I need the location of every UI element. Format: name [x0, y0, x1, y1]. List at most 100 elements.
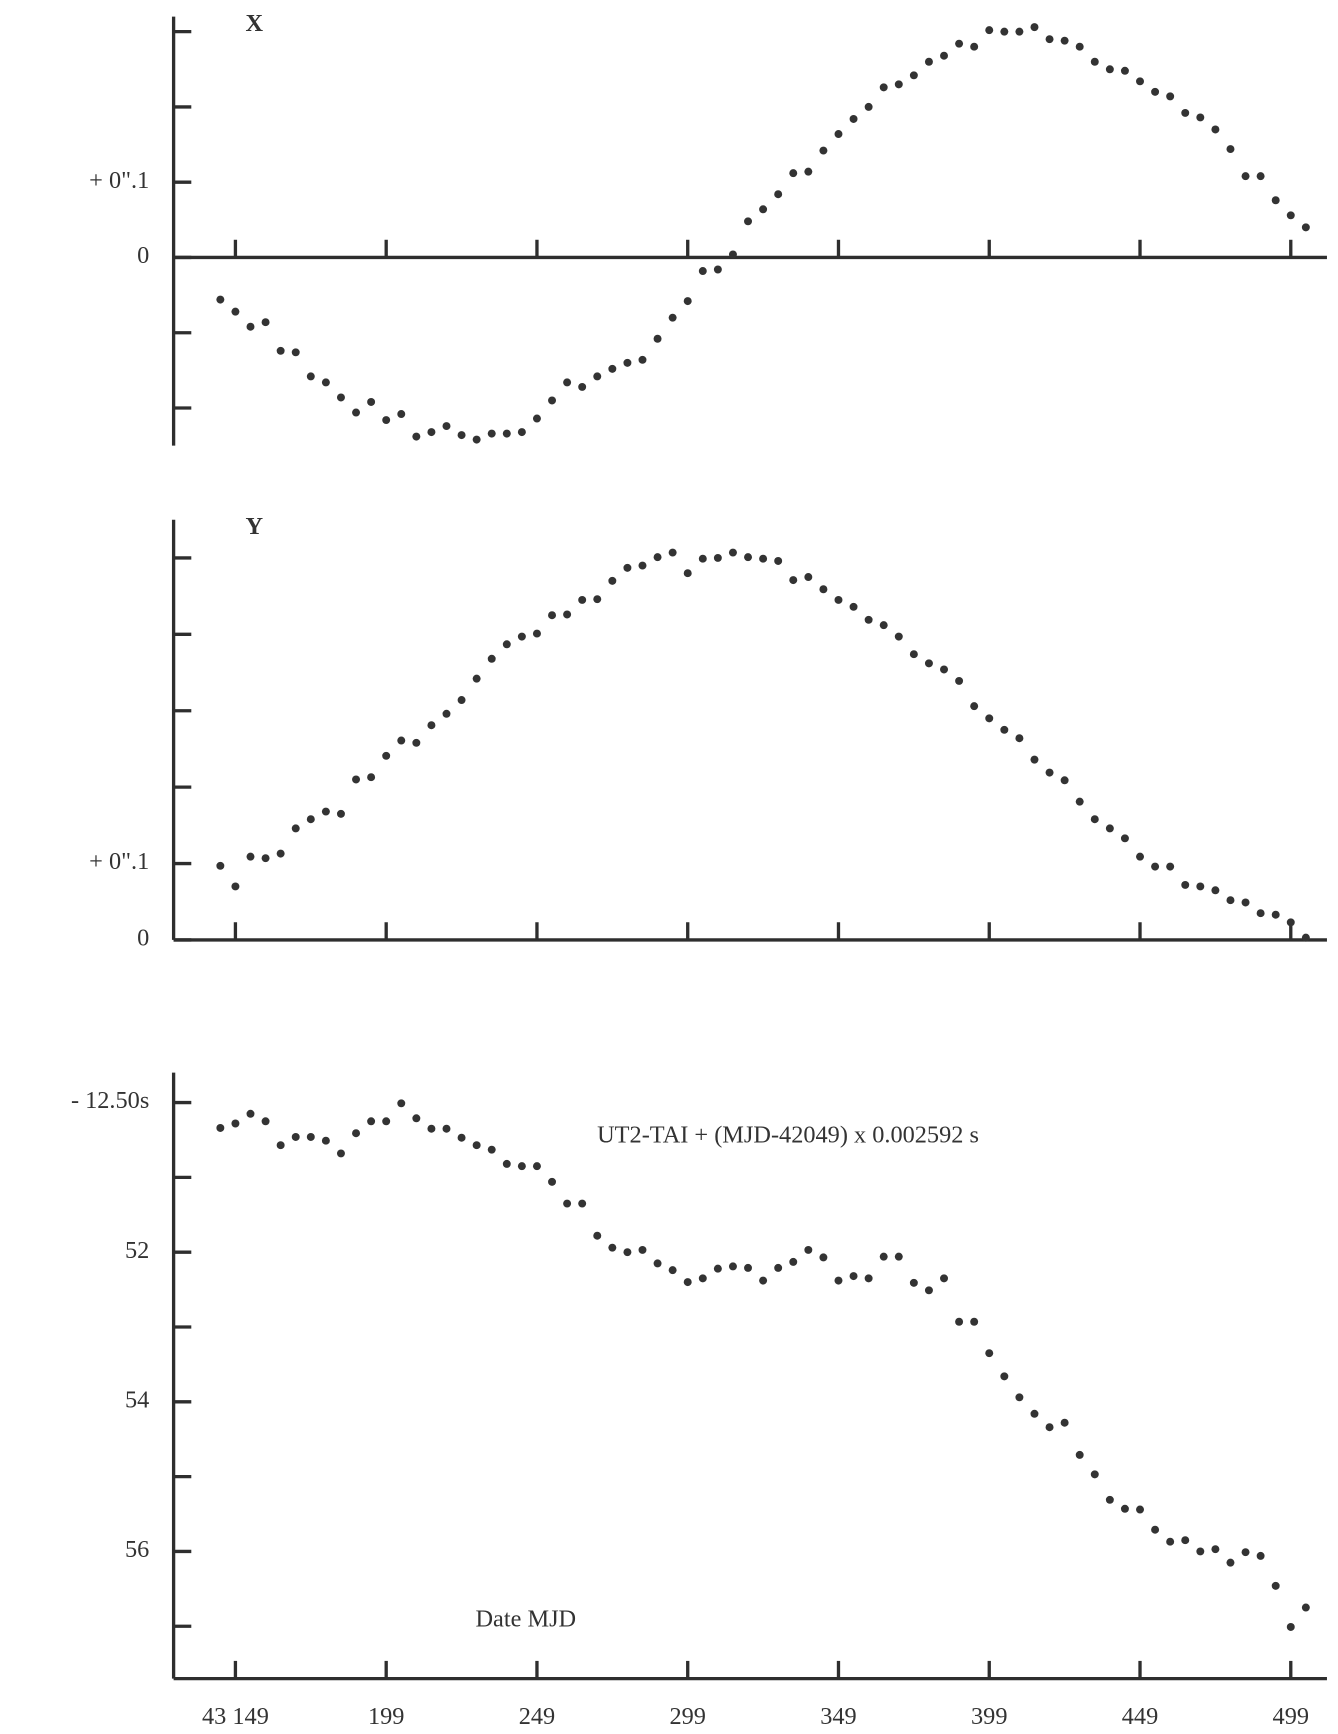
- data-point: [502, 640, 511, 649]
- data-point: [367, 773, 376, 782]
- data-point: [728, 548, 737, 557]
- data-point: [1060, 1418, 1069, 1427]
- data-point: [1000, 1372, 1009, 1381]
- y-tick-label: 52: [125, 1237, 149, 1264]
- data-point: [593, 595, 602, 604]
- data-point: [834, 595, 843, 604]
- data-point: [397, 410, 406, 419]
- chart-area: 0 + 0".1 X 0 + 0".1 Y - 12.50s 52 54 56 43 149 199 2…: [71, 10, 1327, 1730]
- data-point: [698, 267, 707, 275]
- x-tick-label: 199: [368, 1703, 404, 1730]
- data-point: [1015, 734, 1024, 743]
- data-point: [608, 1243, 617, 1252]
- data-point: [713, 553, 722, 562]
- data-point: [397, 1099, 406, 1108]
- data-point: [985, 1349, 994, 1358]
- data-point: [457, 431, 466, 440]
- data-point: [548, 1177, 557, 1186]
- data-point: [276, 346, 285, 355]
- data-point: [940, 1274, 948, 1283]
- data-point: [1151, 87, 1160, 96]
- data-point: [412, 1114, 421, 1123]
- data-point: [216, 295, 225, 304]
- data-point: [804, 573, 813, 582]
- data-point: [879, 83, 888, 92]
- data-point: [668, 548, 677, 557]
- data-point: [487, 429, 496, 438]
- data-point: [1226, 145, 1235, 154]
- x-tick-label: 249: [519, 1703, 555, 1730]
- data-point: [261, 318, 270, 327]
- data-point: [834, 130, 843, 138]
- data-point: [1286, 211, 1295, 220]
- data-point: [306, 1132, 315, 1141]
- data-point: [472, 435, 481, 444]
- data-point: [1256, 172, 1265, 181]
- data-point: [1136, 1505, 1144, 1514]
- data-point: [502, 429, 511, 438]
- data-point: [774, 1263, 783, 1272]
- y-tick-label: + 0".1: [89, 167, 149, 194]
- data-point: [517, 632, 526, 641]
- data-point: [623, 1248, 632, 1257]
- data-point: [412, 432, 421, 441]
- data-point: [1015, 27, 1024, 36]
- data-point: [548, 611, 557, 620]
- data-point: [1166, 1537, 1175, 1546]
- data-point: [246, 1109, 255, 1118]
- data-point: [1151, 862, 1160, 871]
- data-point: [985, 714, 994, 723]
- data-point: [291, 1132, 300, 1141]
- data-point: [1226, 896, 1235, 905]
- data-point: [1015, 1393, 1024, 1402]
- data-point: [261, 1117, 270, 1126]
- data-point: [427, 1124, 436, 1133]
- data-point: [653, 334, 662, 343]
- data-point: [1271, 1581, 1280, 1590]
- data-point: [1181, 108, 1190, 117]
- data-point: [819, 1253, 828, 1262]
- data-point: [487, 1145, 496, 1154]
- y-tick-label: 0: [137, 925, 149, 952]
- data-point: [1060, 36, 1069, 45]
- data-point: [1136, 852, 1144, 861]
- data-point: [1030, 23, 1039, 32]
- data-point: [804, 1245, 813, 1254]
- data-point: [940, 51, 948, 60]
- data-point: [306, 815, 315, 824]
- data-point: [774, 557, 783, 565]
- data-point: [909, 1278, 918, 1287]
- data-point: [472, 674, 481, 683]
- data-point: [1166, 862, 1175, 871]
- data-point: [849, 114, 858, 123]
- data-point: [864, 1274, 873, 1283]
- data-point: [231, 1119, 240, 1128]
- y-tick-label: 54: [125, 1386, 149, 1413]
- data-point: [970, 702, 979, 711]
- data-point: [1271, 196, 1280, 205]
- data-point: [909, 650, 918, 659]
- data-point: [1196, 1547, 1205, 1556]
- data-point: [623, 358, 632, 367]
- data-point: [1060, 776, 1069, 785]
- x-tick-label: 349: [820, 1703, 856, 1730]
- annotation: UT2-TAI + (MJD-42049) x 0.002592 s: [597, 1121, 979, 1148]
- data-point: [306, 372, 315, 381]
- data-point: [442, 709, 451, 718]
- data-point: [487, 654, 496, 663]
- data-point: [1196, 882, 1205, 891]
- data-point: [894, 1252, 903, 1261]
- data-point: [759, 205, 768, 214]
- data-point: [713, 1264, 722, 1273]
- data-point: [1030, 1409, 1039, 1418]
- data-point: [744, 553, 753, 562]
- data-point: [1286, 1623, 1295, 1631]
- data-point: [1151, 1525, 1160, 1534]
- data-point: [231, 882, 240, 891]
- data-point: [698, 554, 707, 563]
- data-point: [849, 1272, 858, 1281]
- data-point: [1120, 834, 1129, 843]
- data-point: [804, 167, 813, 176]
- data-point: [1075, 42, 1084, 51]
